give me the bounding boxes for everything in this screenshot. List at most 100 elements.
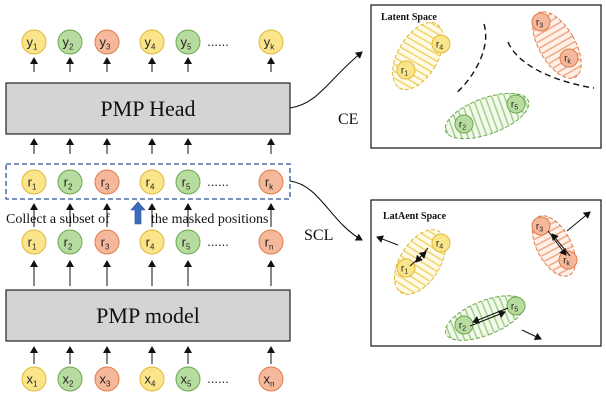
token-circle: [94, 229, 120, 255]
panel-bottom-tokens: r4 r1 r3 rk r5 r2: [396, 216, 578, 335]
token-x2: x2: [57, 366, 83, 392]
token-r3: r3: [94, 229, 120, 255]
token-label: y3: [100, 35, 112, 52]
token-label: rk: [564, 54, 571, 66]
flow-arrows: [30, 57, 275, 364]
token-label: x5: [181, 372, 193, 389]
token-r4: r4: [431, 233, 451, 253]
token-r2: r2: [57, 169, 83, 195]
token-circle: [175, 366, 201, 392]
token-r3: r3: [94, 169, 120, 195]
token-y1: y1: [21, 29, 47, 55]
pmp-head-label: PMP Head: [100, 96, 195, 121]
decision-boundary-1: [454, 23, 487, 95]
token-label: rk: [265, 175, 274, 192]
token-r5: r5: [175, 169, 201, 195]
token-label: r1: [401, 264, 408, 276]
token-y4: y4: [139, 29, 165, 55]
token-circle: [94, 169, 120, 195]
token-circle: [506, 296, 526, 316]
token-r3: r3: [531, 12, 551, 32]
token-circle: [396, 258, 416, 278]
token-r2: r2: [454, 315, 474, 335]
token-xn: xn: [258, 366, 284, 392]
token-label: r3: [101, 235, 110, 252]
ellipsis-rn: ......: [207, 234, 229, 249]
caption-collect: Collect a subset of: [6, 212, 110, 227]
token-label: x2: [63, 372, 75, 389]
token-circle: [21, 366, 47, 392]
token-r4: r4: [431, 34, 451, 54]
scl-connector: [289, 180, 363, 241]
token-circle: [21, 29, 47, 55]
pull-push-arrows: [376, 211, 591, 341]
decision-boundary-2: [507, 41, 595, 89]
token-rk: rk: [559, 48, 579, 68]
token-y3: y3: [94, 29, 120, 55]
token-label: r1: [28, 175, 37, 192]
token-yk: yk: [258, 29, 284, 55]
panel-top-title: Latent Space: [381, 12, 437, 23]
input-token-row: x1 x2 x3 x4 x5 xn: [21, 366, 284, 392]
token-label: yk: [264, 35, 276, 52]
pmp-model-box: [5, 289, 291, 342]
panel-top-tokens: r4 r1 r3 rk r5 r2: [396, 12, 579, 134]
token-label: r2: [459, 321, 466, 333]
token-circle: [258, 229, 284, 255]
token-r2: r2: [57, 229, 83, 255]
token-circle: [258, 366, 284, 392]
token-circle: [454, 114, 474, 134]
token-label: r4: [436, 40, 443, 52]
token-circle: [175, 169, 201, 195]
token-circle: [57, 229, 83, 255]
token-circle: [258, 29, 284, 55]
blue-up-arrow-icon: [130, 201, 146, 225]
token-label: y5: [181, 35, 193, 52]
token-circle: [175, 229, 201, 255]
token-circle: [531, 12, 551, 32]
token-circle: [175, 29, 201, 55]
token-r5: r5: [506, 296, 526, 316]
token-circle: [431, 233, 451, 253]
token-circle: [506, 94, 526, 114]
token-r5: r5: [175, 229, 201, 255]
token-r2: r2: [454, 114, 474, 134]
token-r5: r5: [506, 94, 526, 114]
token-circle: [431, 34, 451, 54]
token-y5: y5: [175, 29, 201, 55]
subset-representation-row: r1 r2 r3 r4 r5 rk: [21, 169, 284, 195]
token-r1: r1: [396, 258, 416, 278]
token-r4: r4: [139, 229, 165, 255]
token-rk: rk: [258, 169, 284, 195]
panel-bottom-title: LatAent Space: [383, 211, 447, 222]
token-label: x3: [100, 372, 112, 389]
token-label: x4: [145, 372, 157, 389]
token-r4: r4: [139, 169, 165, 195]
token-label: r2: [64, 235, 73, 252]
token-label: r2: [459, 120, 466, 132]
token-circle: [258, 169, 284, 195]
token-label: r2: [64, 175, 73, 192]
token-label: r5: [511, 302, 518, 314]
token-label: r4: [146, 175, 155, 192]
ellipsis-x: ......: [207, 371, 229, 386]
pmp-head-box: [5, 82, 291, 135]
token-label: r3: [536, 222, 543, 234]
scl-label: SCL: [304, 227, 333, 244]
token-label: r1: [28, 235, 37, 252]
output-label-row: y1 y2 y3 y4 y5 yk: [21, 29, 284, 55]
token-y2: y2: [57, 29, 83, 55]
token-x1: x1: [21, 366, 47, 392]
token-r1: r1: [21, 229, 47, 255]
subset-selection-box: [5, 163, 291, 200]
token-r1: r1: [396, 60, 416, 80]
token-circle: [21, 169, 47, 195]
token-circle: [396, 60, 416, 80]
model-representation-row: r1 r2 r3 r4 r5 rn: [21, 229, 284, 255]
token-x5: x5: [175, 366, 201, 392]
token-circle: [57, 169, 83, 195]
token-circle: [139, 229, 165, 255]
ce-connector: [289, 51, 363, 109]
token-label: r3: [536, 18, 543, 30]
